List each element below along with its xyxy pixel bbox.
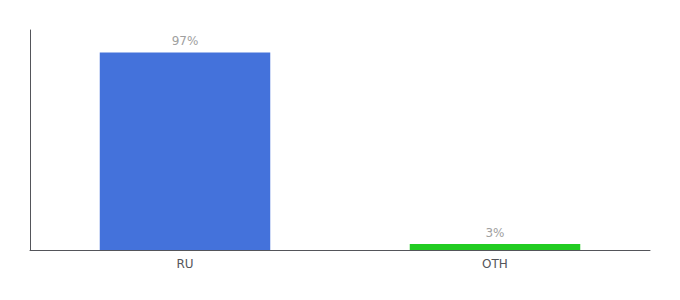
svg-text:RU: RU	[176, 257, 193, 271]
svg-text:97%: 97%	[172, 34, 199, 48]
svg-text:OTH: OTH	[482, 257, 508, 271]
svg-text:3%: 3%	[485, 226, 504, 240]
